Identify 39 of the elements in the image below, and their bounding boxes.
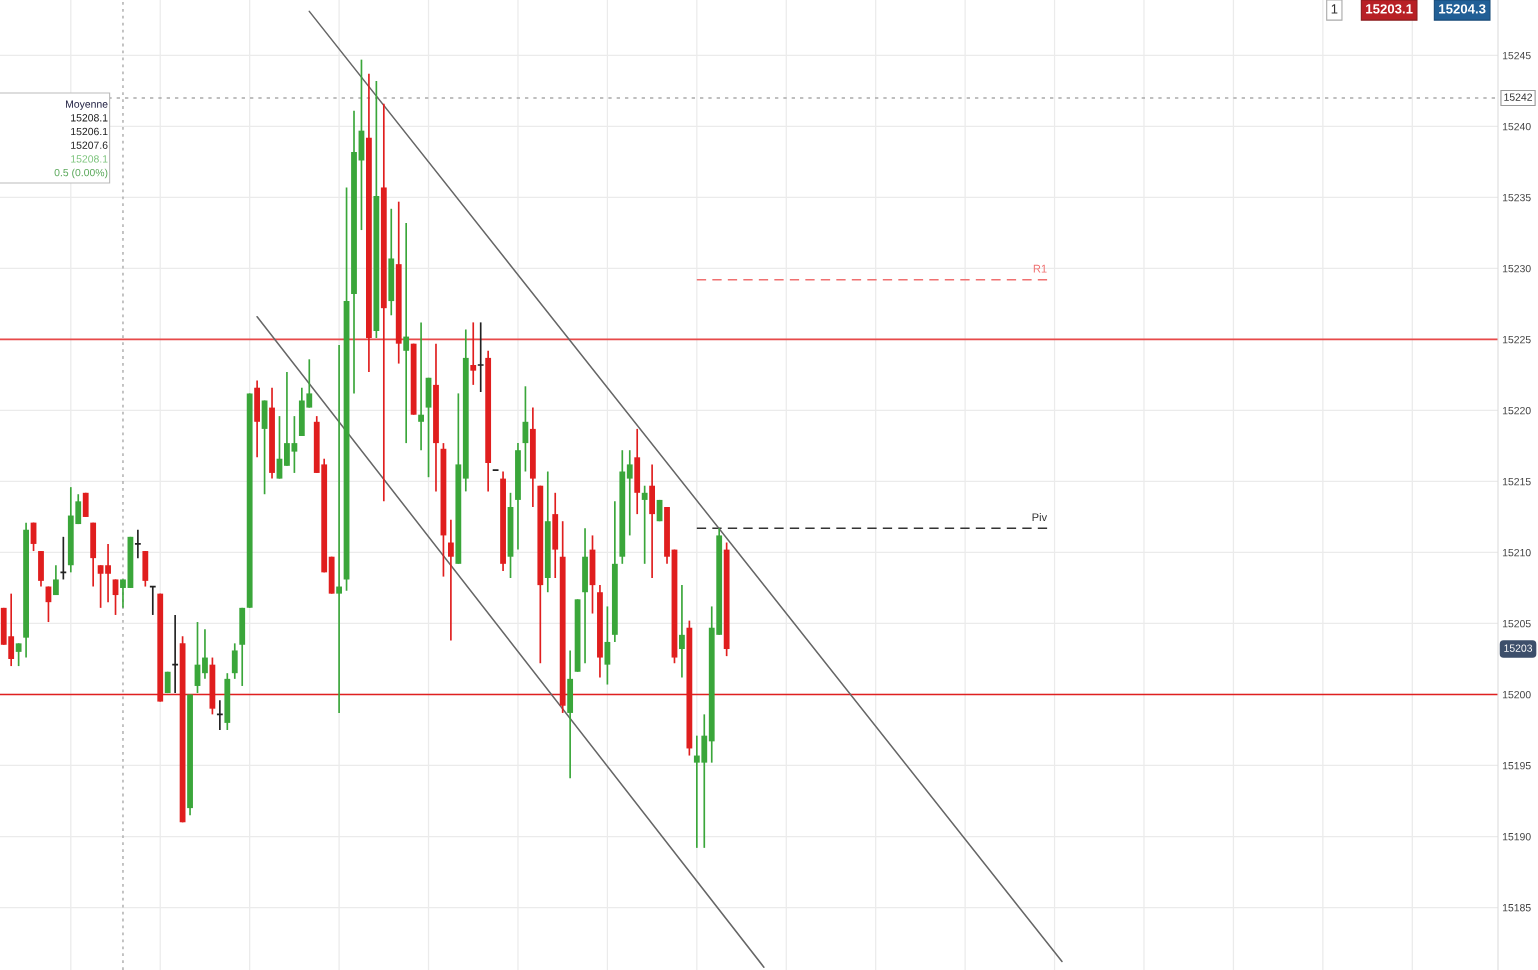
annotation: 15207.6 xyxy=(71,141,108,149)
candlestick xyxy=(447,518,454,642)
y-tick-label: 15205 xyxy=(1502,619,1531,628)
y-tick-label: 15200 xyxy=(1502,690,1531,699)
y-tick-label: 15190 xyxy=(1502,833,1531,841)
y-tick-label: 15245 xyxy=(1502,51,1531,60)
candlestick xyxy=(403,222,410,444)
annotation: 15203.1 xyxy=(1366,4,1413,14)
candlestick xyxy=(604,605,611,686)
annotation: 15204.3 xyxy=(1439,4,1486,14)
candlestick xyxy=(52,564,59,596)
candlestick xyxy=(679,584,685,679)
candlestick xyxy=(202,628,208,680)
y-tick-label: 15220 xyxy=(1502,406,1531,415)
annotation: 1 xyxy=(1331,4,1338,14)
series-label: Piv xyxy=(1032,512,1048,522)
candlestick xyxy=(418,321,424,452)
annotation: 15208.1 xyxy=(71,155,108,163)
annotation: 15206.1 xyxy=(71,127,108,136)
candlestick xyxy=(231,642,238,680)
y-tick-label: 15240 xyxy=(1502,122,1531,131)
y-tick-label: 15185 xyxy=(1502,904,1531,912)
y-tick-label: 15210 xyxy=(1502,548,1531,557)
annotation: 0.5 (0.00%) xyxy=(54,168,108,179)
candlestick xyxy=(15,642,22,667)
y-tick-label: 15225 xyxy=(1502,335,1531,344)
annotation: 15208.1 xyxy=(71,114,108,122)
ref-line-label: 15242 xyxy=(1504,93,1532,101)
candlestick xyxy=(470,321,477,386)
y-tick-label: 15230 xyxy=(1502,264,1531,273)
y-tick-label: 15235 xyxy=(1502,193,1531,202)
annotation: 15203 xyxy=(1504,644,1533,652)
y-tick-label: 15195 xyxy=(1502,761,1531,770)
y-tick-label: 15215 xyxy=(1502,477,1531,486)
candlestick xyxy=(641,484,648,565)
candlestick xyxy=(120,578,126,609)
candlestick xyxy=(626,449,633,537)
annotation: Moyenne xyxy=(66,100,108,110)
series-label: R1 xyxy=(1033,264,1047,273)
